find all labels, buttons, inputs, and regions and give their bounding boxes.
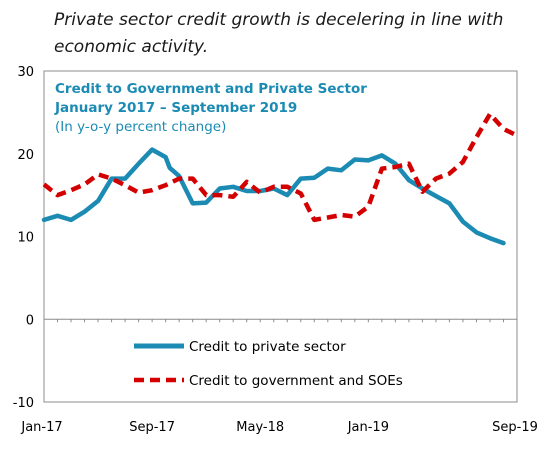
y-tick-label: 20 bbox=[17, 148, 34, 163]
legend-label-private: Credit to private sector bbox=[189, 339, 346, 355]
chart-title: Credit to Government and Private Sector bbox=[55, 81, 367, 97]
chart-legend: Credit to private sector Credit to gover… bbox=[134, 339, 403, 389]
chart-units-note: (In y-o-y percent change) bbox=[55, 119, 226, 135]
series-line-private-sector bbox=[41, 147, 506, 246]
x-tick-label: Sep-19 bbox=[492, 420, 538, 435]
y-tick-label: 30 bbox=[17, 65, 34, 80]
chart-caption: Private sector credit growth is deceleri… bbox=[54, 10, 504, 57]
x-tick-label: Jan-17 bbox=[20, 420, 62, 435]
plot-area-border bbox=[43, 70, 518, 403]
y-tick-label: 0 bbox=[26, 313, 34, 328]
y-tick-label: -10 bbox=[13, 396, 34, 411]
chart-subtitle: January 2017 – September 2019 bbox=[54, 100, 297, 116]
x-tick-label: Sep-17 bbox=[129, 420, 175, 435]
series-line-government-soes bbox=[42, 111, 518, 223]
y-tick-label: 10 bbox=[17, 231, 34, 246]
x-tick-label: May-18 bbox=[236, 420, 284, 435]
legend-label-government: Credit to government and SOEs bbox=[189, 373, 403, 389]
x-tick-label: Jan-19 bbox=[347, 420, 389, 435]
